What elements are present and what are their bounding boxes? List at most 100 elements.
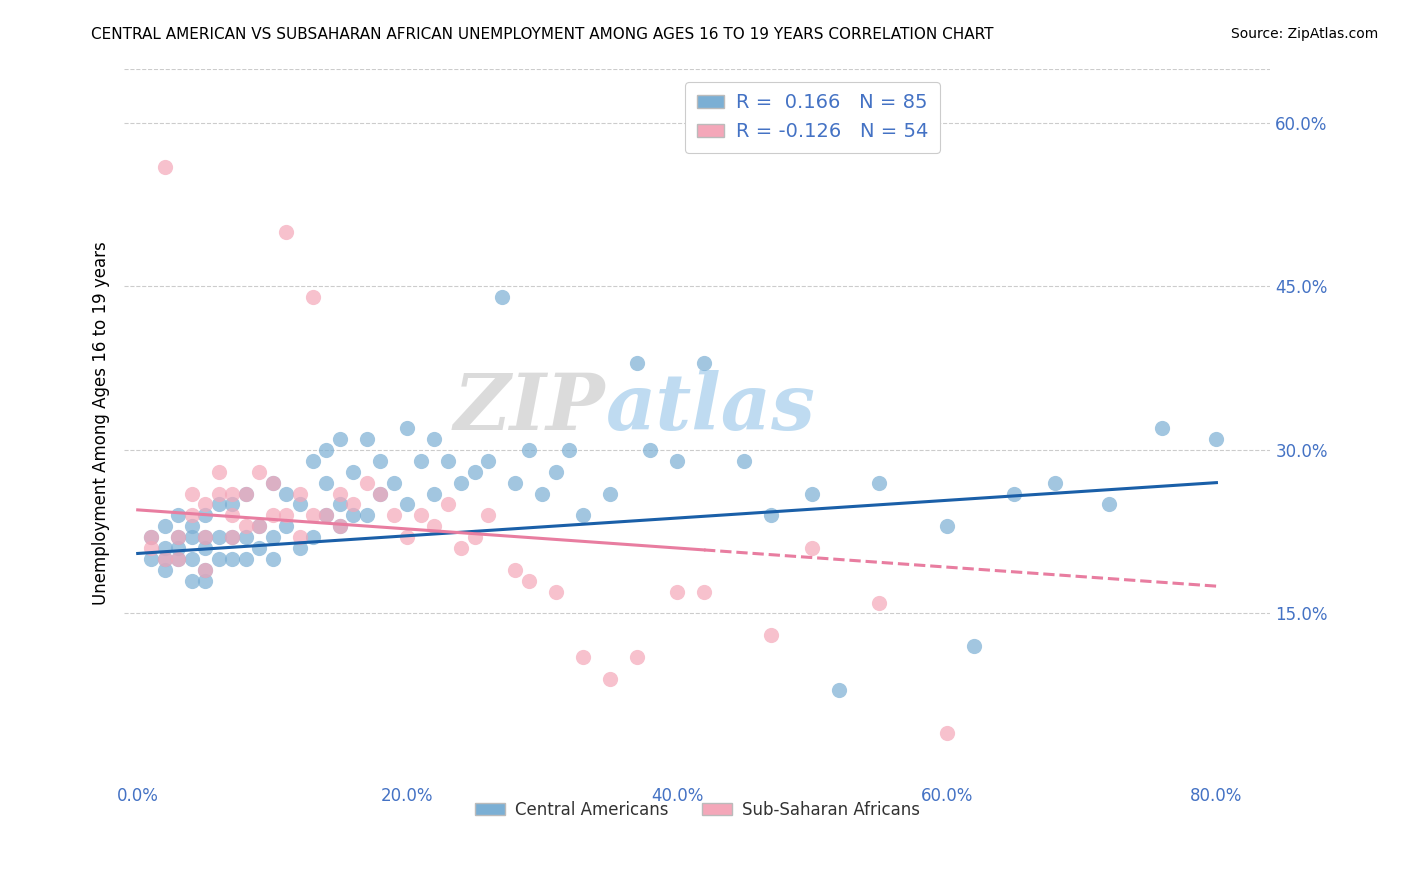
Point [638, 442, 661, 457]
Point [221, 552, 243, 566]
Point [464, 530, 486, 544]
Point [207, 497, 229, 511]
Point [828, 682, 851, 697]
Point [1152, 421, 1174, 435]
Point [247, 519, 270, 533]
Point [935, 726, 957, 740]
Point [153, 563, 176, 577]
Point [800, 486, 823, 500]
Point [315, 508, 337, 523]
Point [329, 486, 352, 500]
Point [503, 563, 526, 577]
Point [167, 508, 190, 523]
Point [247, 541, 270, 555]
Point [517, 442, 540, 457]
Point [503, 475, 526, 490]
Point [235, 552, 257, 566]
Point [235, 530, 257, 544]
Point [235, 486, 257, 500]
Point [167, 552, 190, 566]
Point [423, 519, 446, 533]
Point [477, 454, 499, 468]
Point [356, 432, 378, 446]
Point [558, 442, 581, 457]
Point [274, 508, 297, 523]
Point [370, 486, 392, 500]
Point [288, 530, 311, 544]
Point [626, 356, 648, 370]
Point [342, 465, 364, 479]
Point [437, 454, 460, 468]
Point [329, 519, 352, 533]
Point [302, 290, 325, 304]
Point [666, 584, 689, 599]
Point [382, 508, 405, 523]
Point [194, 497, 217, 511]
Point [207, 552, 229, 566]
Point [315, 475, 337, 490]
Point [167, 552, 190, 566]
Point [409, 508, 432, 523]
Point [194, 563, 217, 577]
Point [180, 552, 202, 566]
Point [221, 530, 243, 544]
Point [274, 225, 297, 239]
Point [207, 465, 229, 479]
Point [409, 454, 432, 468]
Text: ZIP: ZIP [454, 370, 606, 447]
Point [450, 475, 472, 490]
Point [517, 574, 540, 588]
Point [464, 465, 486, 479]
Point [571, 508, 593, 523]
Point [342, 497, 364, 511]
Point [1097, 497, 1119, 511]
Text: atlas: atlas [606, 370, 815, 447]
Point [194, 574, 217, 588]
Point [329, 432, 352, 446]
Point [194, 530, 217, 544]
Point [262, 552, 284, 566]
Point [329, 497, 352, 511]
Point [247, 465, 270, 479]
Point [221, 530, 243, 544]
Point [167, 530, 190, 544]
Point [382, 475, 405, 490]
Point [396, 530, 419, 544]
Point [450, 541, 472, 555]
Point [235, 486, 257, 500]
Point [626, 650, 648, 665]
Point [477, 508, 499, 523]
Point [329, 519, 352, 533]
Point [761, 508, 783, 523]
Point [761, 628, 783, 642]
Point [342, 508, 364, 523]
Point [274, 486, 297, 500]
Point [141, 530, 163, 544]
Point [531, 486, 554, 500]
Point [315, 508, 337, 523]
Point [194, 563, 217, 577]
Point [167, 530, 190, 544]
Point [262, 475, 284, 490]
Point [180, 574, 202, 588]
Point [800, 541, 823, 555]
Point [868, 475, 890, 490]
Point [288, 541, 311, 555]
Point [1043, 475, 1066, 490]
Point [315, 442, 337, 457]
Point [180, 530, 202, 544]
Point [194, 508, 217, 523]
Point [153, 541, 176, 555]
Point [868, 595, 890, 609]
Point [302, 530, 325, 544]
Point [221, 508, 243, 523]
Point [599, 486, 621, 500]
Point [491, 290, 513, 304]
Point [153, 552, 176, 566]
Point [141, 530, 163, 544]
Point [262, 475, 284, 490]
Point [1002, 486, 1025, 500]
Point [423, 486, 446, 500]
Point [396, 497, 419, 511]
Point [544, 465, 567, 479]
